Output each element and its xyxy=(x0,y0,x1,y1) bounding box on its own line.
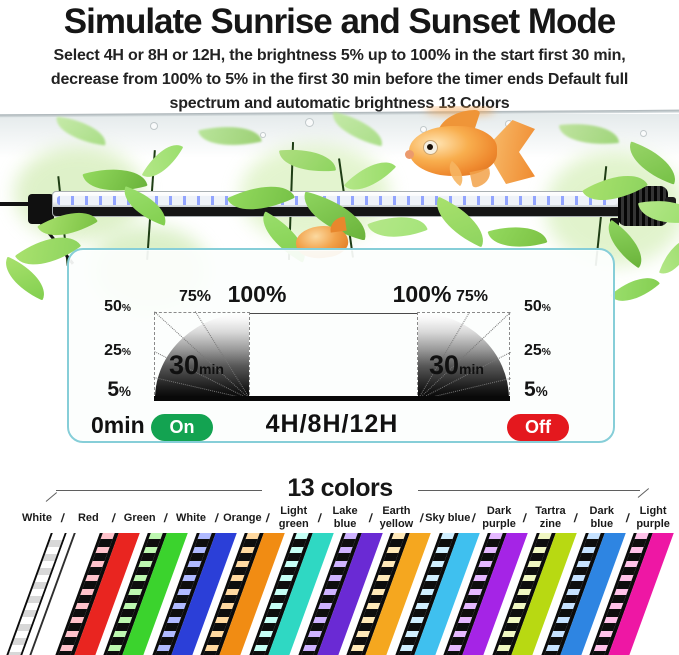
start-time-label: 0min xyxy=(91,412,145,438)
leaf xyxy=(609,265,661,314)
color-label-dark-blue: Dark blue xyxy=(589,505,615,530)
brightness-25-right: 25% xyxy=(524,342,551,359)
color-label-tartrazine: Tartra zine xyxy=(535,505,566,530)
led-color-strips xyxy=(0,533,679,655)
ramp-duration-right: 30min xyxy=(429,350,484,380)
color-label-green: Green xyxy=(123,511,156,524)
page-title: Simulate Sunrise and Sunset Mode xyxy=(63,2,616,41)
brace-line-right xyxy=(418,490,640,491)
brightness-5-left: 5% xyxy=(107,378,131,401)
color-label-light-purple: Light purple xyxy=(636,505,670,530)
sunrise-box xyxy=(154,312,250,400)
colors-heading: 13 colors xyxy=(287,474,393,502)
mode-panel: 50% 25% 5% 75% 100% 100% 75% 50% 25% 5% … xyxy=(67,248,615,443)
time-axis xyxy=(154,396,510,401)
color-labels-row: White / Red / Green / White / Orange / Light green… xyxy=(13,498,670,538)
subtitle-line-3: spectrum and automatic brightness 13 Col… xyxy=(169,95,510,112)
subtitle-line-1: Select 4H or 8H or 12H, the brightness 5… xyxy=(53,47,626,64)
color-label-lake-blue: Lake blue xyxy=(332,505,358,530)
ramp-duration-left: 30min xyxy=(169,350,224,380)
brightness-50-left: 50% xyxy=(104,298,131,315)
brace-line-left xyxy=(56,490,262,491)
color-label-blue: White xyxy=(176,511,206,524)
fish-mouth xyxy=(405,150,414,159)
color-label-red: Red xyxy=(77,511,99,524)
bubble xyxy=(260,132,266,138)
brightness-100-right: 100% xyxy=(392,281,452,307)
fish-anal-fin xyxy=(469,168,493,188)
fish-pupil xyxy=(427,144,433,150)
off-pill: Off xyxy=(507,414,569,441)
fish-reflection xyxy=(425,106,495,116)
bubble xyxy=(305,118,314,127)
on-pill: On xyxy=(151,414,213,441)
color-label-dark-purple: Dark purple xyxy=(482,505,516,530)
color-label-white: White xyxy=(22,511,52,524)
full-brightness-line xyxy=(250,313,417,314)
mount-rod xyxy=(0,202,34,206)
brightness-75-left: 75% xyxy=(178,288,212,305)
fish-eye xyxy=(423,140,438,155)
brightness-100-left: 100% xyxy=(227,281,287,307)
brightness-50-right: 50% xyxy=(524,298,551,315)
subtitle-line-2: decrease from 100% to 5% in the first 30… xyxy=(50,71,629,88)
brightness-75-right: 75% xyxy=(455,288,489,305)
timer-options-label: 4H/8H/12H xyxy=(265,410,399,438)
led-row xyxy=(57,196,617,205)
bubble xyxy=(150,122,158,130)
bubble xyxy=(640,130,647,137)
goldfish xyxy=(405,110,535,196)
color-label-orange: Orange xyxy=(223,511,262,524)
brightness-25-left: 25% xyxy=(104,342,131,359)
brightness-5-right: 5% xyxy=(524,378,548,401)
color-label-light-green: Light green xyxy=(278,505,309,530)
sunset-box xyxy=(417,312,510,400)
color-label-sky-blue: Sky blue xyxy=(425,511,471,524)
color-label-earth-yellow: Earth yellow xyxy=(379,505,414,530)
subtitle: Select 4H or 8H or 12H, the brightness 5… xyxy=(30,44,649,116)
